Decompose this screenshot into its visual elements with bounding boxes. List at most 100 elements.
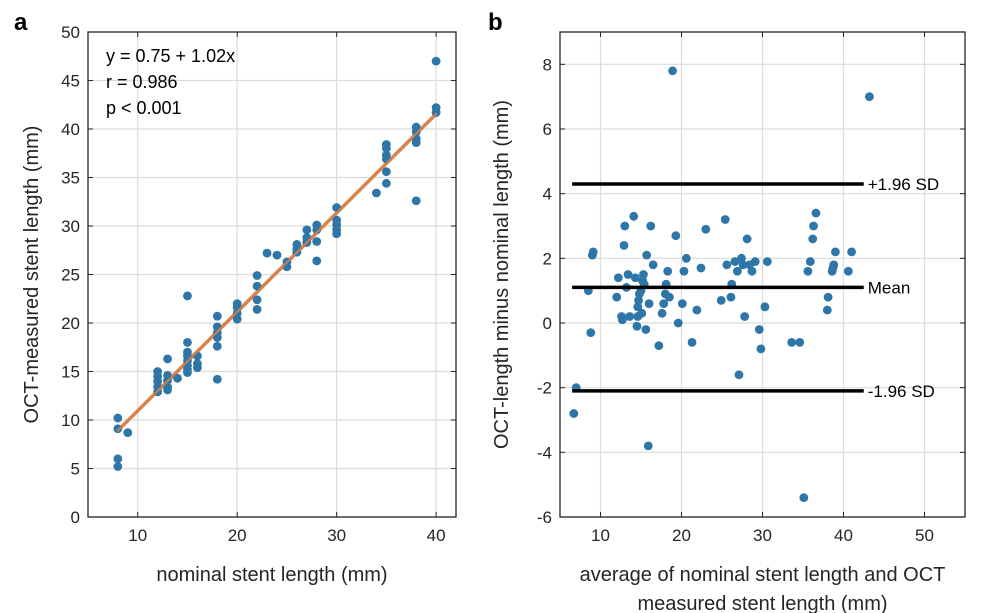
data-point — [799, 493, 809, 502]
data-point — [372, 188, 381, 198]
data-point — [805, 257, 815, 266]
x-axis-label: nominal stent length (mm) — [156, 564, 387, 586]
data-point — [726, 292, 736, 302]
data-point — [612, 292, 622, 302]
data-point — [629, 211, 639, 221]
data-point — [312, 225, 322, 235]
data-point — [811, 208, 821, 218]
data-point — [332, 229, 342, 239]
data-point — [760, 302, 770, 312]
data-point — [641, 325, 651, 334]
data-point — [381, 178, 391, 188]
panel-letter: a — [14, 9, 28, 36]
x-tick-label: 30 — [753, 526, 772, 545]
y-tick-label: 50 — [61, 23, 80, 42]
data-point — [588, 247, 598, 257]
data-point — [687, 338, 697, 347]
reference-line-label: Mean — [868, 278, 911, 297]
data-point — [619, 241, 629, 250]
data-point — [586, 328, 596, 338]
data-point — [613, 273, 623, 283]
fit-line-overlay — [116, 112, 438, 432]
data-point — [633, 302, 643, 312]
data-point — [671, 231, 681, 241]
data-point — [381, 144, 391, 153]
y-tick-label: 4 — [543, 185, 552, 204]
data-point — [646, 221, 656, 231]
data-point — [312, 256, 322, 266]
y-tick-label: 15 — [61, 363, 80, 382]
y-tick-label: 30 — [61, 217, 80, 236]
data-point — [183, 291, 192, 301]
y-tick-label: 35 — [61, 169, 80, 188]
x-axis-label: average of nominal stent length and OCT — [580, 564, 946, 586]
data-point — [113, 424, 123, 434]
data-point — [113, 413, 123, 423]
data-point — [431, 56, 441, 66]
data-point — [659, 299, 669, 308]
data-point — [795, 338, 805, 347]
x-tick-label: 20 — [228, 526, 247, 545]
data-point — [173, 373, 182, 383]
data-point — [643, 441, 653, 451]
data-point — [212, 311, 222, 321]
data-point — [701, 224, 711, 234]
data-point — [668, 66, 677, 76]
data-point — [620, 221, 630, 231]
y-tick-label: 0 — [71, 508, 80, 527]
data-point — [312, 237, 322, 246]
data-point — [722, 260, 732, 270]
panel-b: 10 20 30 40 50 -6 -4 -2 0 2 4 6 8 average of nominal … — [488, 9, 966, 613]
reference-line-label: +1.96 SD — [868, 175, 939, 194]
data-point — [732, 266, 742, 276]
data-point — [212, 341, 222, 351]
data-point — [632, 321, 642, 331]
y-tick-label: -6 — [537, 508, 552, 527]
data-point — [664, 292, 674, 302]
data-point — [756, 344, 766, 354]
stats-annotation: p < 0.001 — [106, 98, 182, 118]
stats-annotation: y = 0.75 + 1.02x — [106, 46, 235, 66]
data-point — [865, 92, 874, 102]
y-axis-label: OCT-length minus nominal length (mm) — [491, 100, 513, 449]
data-point — [679, 266, 689, 276]
y-tick-label: 20 — [61, 314, 80, 333]
data-point — [183, 368, 192, 377]
data-point — [411, 138, 421, 147]
data-point — [183, 338, 192, 347]
data-point — [738, 260, 748, 270]
data-point — [252, 271, 262, 280]
data-point — [654, 341, 664, 351]
data-point — [747, 266, 757, 276]
data-point — [302, 225, 312, 235]
data-point — [252, 295, 262, 305]
data-point — [734, 370, 744, 380]
y-tick-label: 5 — [71, 460, 80, 479]
data-point — [639, 270, 648, 279]
x-axis-label-line2: measured stent length (mm) — [637, 593, 887, 613]
panel-letter: b — [488, 9, 503, 36]
data-point — [716, 295, 726, 305]
data-point — [843, 266, 853, 276]
panel-a: 10 20 30 40 0 5 10 15 20 25 30 35 40 45 50 nominal sten… — [14, 9, 457, 586]
data-point — [123, 428, 133, 438]
data-point — [193, 363, 202, 373]
data-point — [634, 295, 643, 305]
y-tick-label: -4 — [537, 443, 552, 462]
x-tick-label: 10 — [591, 526, 610, 545]
data-point — [823, 292, 833, 302]
x-tick-label: 40 — [427, 526, 446, 545]
data-point — [252, 305, 262, 314]
data-point — [829, 260, 839, 270]
y-tick-label: 40 — [61, 120, 80, 139]
data-point — [720, 215, 730, 224]
data-point — [831, 247, 840, 257]
data-point — [696, 263, 706, 273]
data-point — [644, 299, 654, 308]
x-tick-label: 20 — [672, 526, 691, 545]
data-point — [163, 354, 172, 364]
y-tick-label: 8 — [543, 55, 552, 74]
data-point — [822, 305, 832, 315]
data-point — [681, 253, 691, 263]
